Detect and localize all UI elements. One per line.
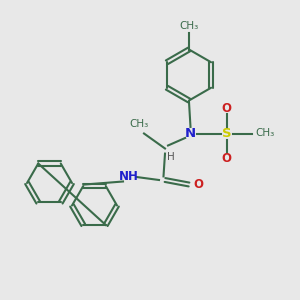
Text: NH: NH — [119, 170, 139, 184]
Text: N: N — [185, 127, 196, 140]
Text: H: H — [167, 152, 175, 161]
Text: CH₃: CH₃ — [255, 128, 274, 139]
Text: O: O — [221, 152, 232, 166]
Text: S: S — [222, 127, 231, 140]
Text: O: O — [193, 178, 203, 191]
Text: CH₃: CH₃ — [179, 21, 199, 31]
Text: CH₃: CH₃ — [130, 119, 149, 129]
Text: O: O — [221, 101, 232, 115]
